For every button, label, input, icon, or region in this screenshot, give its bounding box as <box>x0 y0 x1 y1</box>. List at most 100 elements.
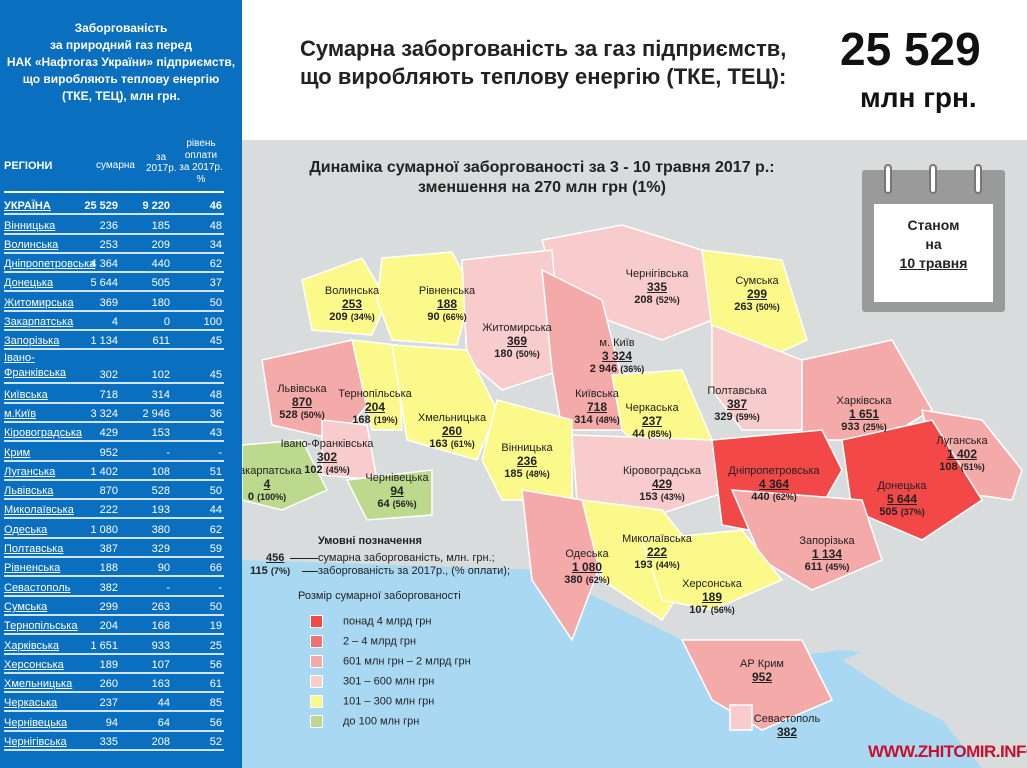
region-label: Тернопільська 204 168 (19%) <box>338 388 411 427</box>
region-pct: (48%) <box>525 469 550 479</box>
table-row: Чернігівська 335 208 52 <box>4 732 224 752</box>
region-shape <box>521 489 603 642</box>
header-paid-line: % <box>196 174 206 185</box>
region-2017: 209 (34%) <box>325 311 379 324</box>
region-total: 335 <box>646 280 668 294</box>
region-2017: 208 (52%) <box>626 294 689 307</box>
cell-region[interactable]: Дніпропетровська <box>4 258 96 271</box>
cell-y2017: 108 <box>151 465 170 478</box>
cell-total: 4 <box>111 316 118 329</box>
region-2017-value: 263 <box>734 301 753 313</box>
region-pct: (85%) <box>647 429 672 439</box>
table-row: Київська 718 314 48 <box>4 384 224 404</box>
region-2017-value: 107 <box>689 604 708 616</box>
total-debt-value: 25 529 <box>840 23 981 75</box>
region-pct: (45%) <box>325 465 350 475</box>
legend-item: понад 4 млрд грн <box>310 615 431 628</box>
cell-region[interactable]: Рівненська <box>4 562 61 575</box>
region-pct: (25%) <box>862 422 887 432</box>
region-shape <box>571 434 733 521</box>
region-2017-value: 90 <box>427 311 440 323</box>
cell-region[interactable]: Житомирська <box>4 296 74 309</box>
cell-y2017: 168 <box>151 620 170 633</box>
region-2017-value: 2 946 <box>589 363 618 375</box>
cell-region[interactable]: Севастополь <box>4 581 71 594</box>
region-name: Черкаська <box>625 402 679 414</box>
region-total: 4 364 <box>758 477 790 491</box>
legend-item-label: до 100 млн грн <box>343 715 420 728</box>
cell-region[interactable]: Львівська <box>4 485 54 498</box>
cell-region[interactable]: Волинська <box>4 238 59 251</box>
cell-total: 260 <box>99 678 118 691</box>
cell-region[interactable]: Чернівецька <box>4 716 68 729</box>
cell-region[interactable]: Київська <box>4 388 48 401</box>
region-total: 299 <box>746 287 768 301</box>
region-total: 260 <box>441 424 463 438</box>
legend-swatch <box>310 615 323 628</box>
legend-title: Умовні позначення <box>318 535 422 547</box>
region-pct: (37%) <box>900 507 925 517</box>
cell-y2017: 107 <box>151 658 170 671</box>
header-region: РЕГІОНИ <box>4 160 53 172</box>
cell-region[interactable]: Івано-Франківська <box>4 352 67 380</box>
region-2017: 440 (62%) <box>728 491 819 504</box>
region-2017: 314 (48%) <box>574 414 619 427</box>
cell-total: 299 <box>99 600 118 613</box>
region-2017-value: 44 <box>632 428 645 440</box>
cell-y2017: 0 <box>163 316 170 329</box>
cell-y2017: 102 <box>151 369 170 382</box>
cell-y2017: 611 <box>152 335 170 348</box>
cell-region[interactable]: Миколаївська <box>4 504 74 517</box>
cell-region[interactable]: Хмельницька <box>4 678 73 691</box>
cell-region[interactable]: Кіровоградська <box>4 427 82 440</box>
region-pct: (43%) <box>660 492 685 502</box>
cell-region[interactable]: Одеська <box>4 523 48 536</box>
cell-total: 204 <box>99 620 118 633</box>
cell-region[interactable]: Харківська <box>4 639 59 652</box>
region-shape <box>261 339 373 441</box>
cell-paid: 56 <box>209 716 222 729</box>
cell-region[interactable]: Черкаська <box>4 697 58 710</box>
region-shape <box>640 529 784 611</box>
cell-total: 188 <box>99 562 118 575</box>
cell-region[interactable]: Херсонська <box>4 658 64 671</box>
region-2017-value: 440 <box>751 491 770 503</box>
cell-region[interactable]: Закарпатська <box>4 316 74 329</box>
cell-region[interactable]: Вінницька <box>4 219 56 232</box>
cell-y2017: 64 <box>157 716 170 729</box>
cell-paid: 37 <box>209 277 222 290</box>
region-label: Севастополь 382 <box>754 713 820 739</box>
region-pct: (56%) <box>392 499 417 509</box>
cell-paid: 56 <box>209 658 222 671</box>
cell-region[interactable]: Луганська <box>4 465 56 478</box>
region-label: Дніпропетровська 4 364 440 (62%) <box>728 465 819 504</box>
cell-region[interactable]: Сумська <box>4 600 48 613</box>
cell-region[interactable]: м.Київ <box>4 407 37 420</box>
cell-region[interactable]: Чернігівська <box>4 736 67 749</box>
region-pct: (50%) <box>755 302 780 312</box>
region-label: Полтавська 387 329 (59%) <box>707 385 766 424</box>
cell-total: 429 <box>99 427 118 440</box>
region-2017: 933 (25%) <box>837 421 892 434</box>
region-pct: (100%) <box>257 492 287 502</box>
region-name: Кіровоградська <box>623 465 701 477</box>
ukraine-map: Динаміка сумарної заборгованості за 3 - … <box>242 140 1027 768</box>
cell-region[interactable]: УКРАЇНА <box>4 200 51 213</box>
cell-region[interactable]: Тернопільська <box>4 620 78 633</box>
cell-total: 382 <box>99 581 118 594</box>
cell-region[interactable]: Запорізька <box>4 335 60 348</box>
region-pct: (59%) <box>735 412 760 422</box>
region-2017: 185 (48%) <box>501 468 552 481</box>
region-pct: (62%) <box>772 492 797 502</box>
table-row: УКРАЇНА 25 529 9 220 46 <box>4 196 224 216</box>
region-name: Донецька <box>877 480 927 492</box>
region-pct: (36%) <box>620 364 645 374</box>
cell-region[interactable]: Полтавська <box>4 543 64 556</box>
legend-example-2017: 115 (7%) <box>250 565 290 577</box>
cell-paid: 61 <box>209 678 222 691</box>
cell-region[interactable]: Крим <box>4 446 31 459</box>
cell-y2017: 2 946 <box>142 407 170 420</box>
cell-y2017: 208 <box>151 736 170 749</box>
cell-region[interactable]: Донецька <box>4 277 54 290</box>
